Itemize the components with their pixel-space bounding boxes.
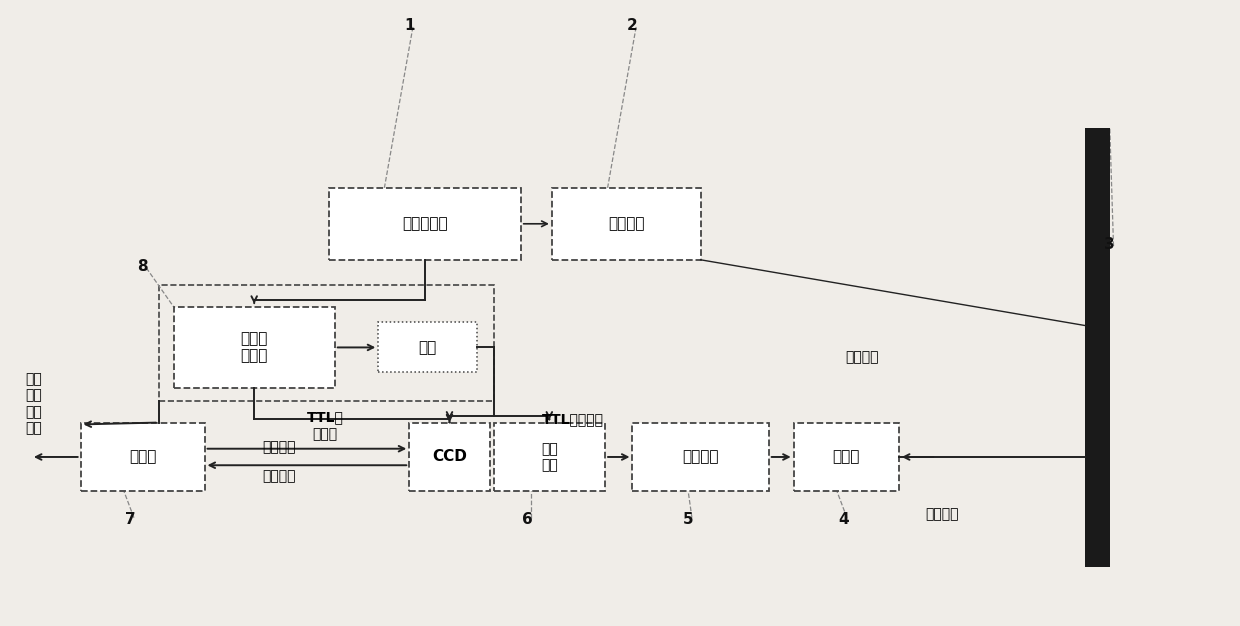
Bar	[81, 423, 205, 491]
Text: 计算机: 计算机	[129, 449, 156, 464]
Bar	[378, 322, 477, 372]
Text: 5: 5	[683, 512, 693, 527]
Text: CCD: CCD	[432, 449, 467, 464]
Bar	[494, 423, 605, 491]
Bar	[794, 423, 899, 491]
Text: 荧光图像: 荧光图像	[262, 441, 296, 454]
Text: 像增
强器: 像增 强器	[541, 442, 558, 472]
Text: 脉冲激光: 脉冲激光	[844, 350, 879, 364]
Text: 延时: 延时	[419, 340, 436, 355]
Text: 8: 8	[138, 259, 148, 274]
Bar	[409, 423, 490, 491]
Text: 成像镜头: 成像镜头	[682, 449, 719, 464]
Bar	[174, 307, 335, 388]
Text: 7: 7	[125, 512, 135, 527]
Bar	[632, 423, 769, 491]
Text: 1: 1	[404, 18, 414, 33]
Bar	[159, 285, 494, 401]
Text: 2: 2	[627, 18, 637, 33]
Text: 门宽增益: 门宽增益	[262, 469, 296, 483]
Text: 3: 3	[1105, 237, 1115, 252]
Text: 4: 4	[838, 512, 848, 527]
Text: 6: 6	[522, 512, 532, 527]
Text: 整形镜头: 整形镜头	[608, 217, 645, 231]
Text: 滤光片: 滤光片	[832, 449, 861, 464]
Text: 荧光
相对
寿命
图像: 荧光 相对 寿命 图像	[25, 372, 42, 435]
Text: TTL触发信号: TTL触发信号	[542, 413, 604, 426]
Bar	[552, 188, 701, 260]
Bar	[1085, 128, 1110, 567]
Text: 脉冲激光器: 脉冲激光器	[402, 217, 448, 231]
Text: 回波信号: 回波信号	[925, 508, 960, 521]
Text: 时序控
制单元: 时序控 制单元	[241, 331, 268, 364]
Text: TTL触
发信号: TTL触 发信号	[306, 411, 343, 441]
Bar	[329, 188, 521, 260]
